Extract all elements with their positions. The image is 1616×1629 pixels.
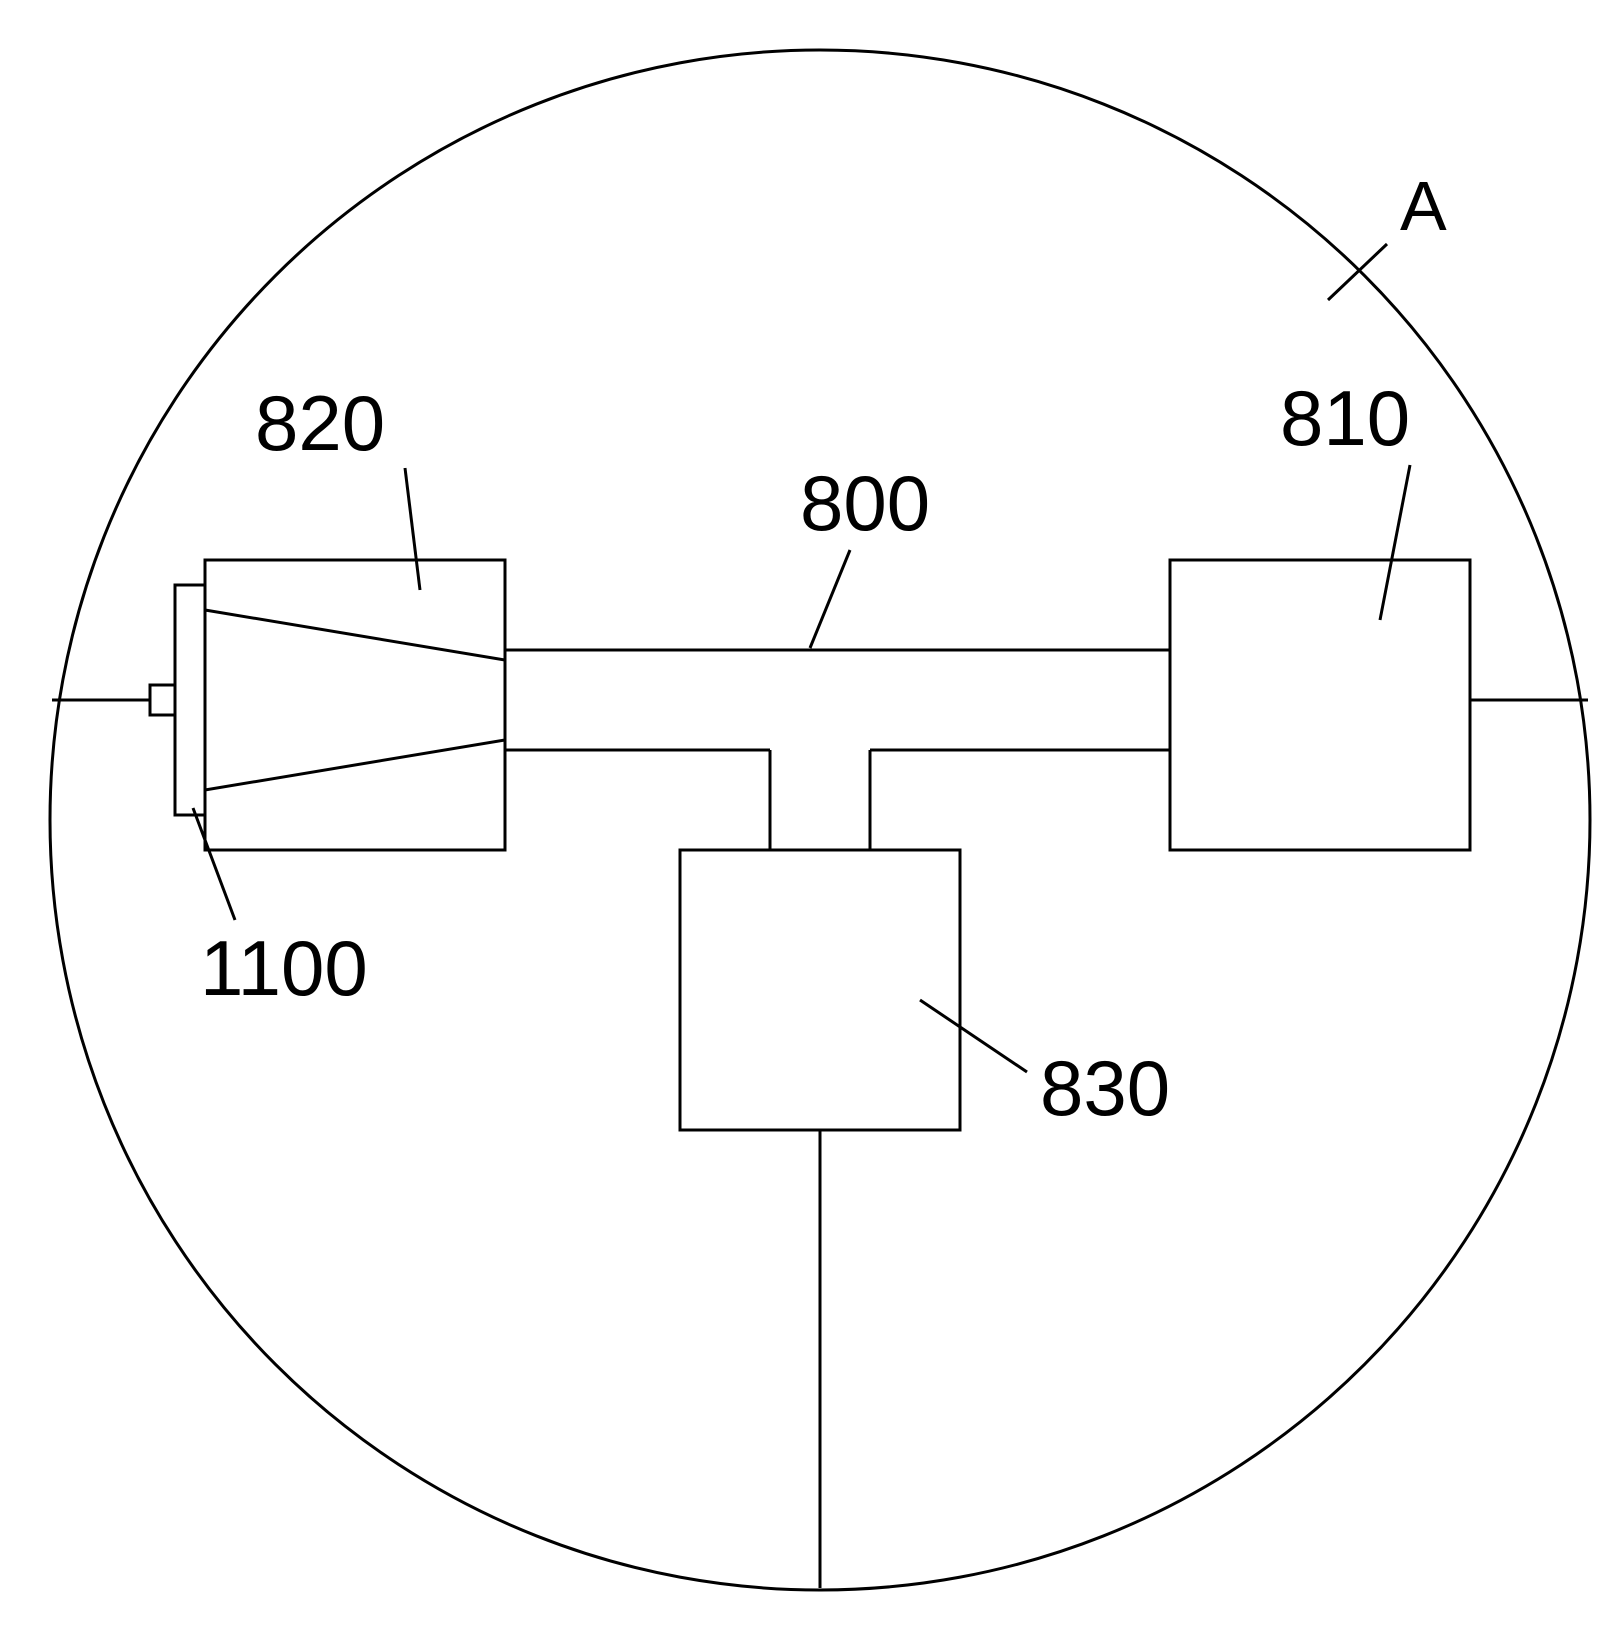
- block-810: [1170, 560, 1470, 850]
- block-820: [205, 560, 505, 850]
- label-810: 810: [1280, 374, 1410, 462]
- leader-1100: [193, 808, 235, 920]
- label-1100: 1100: [200, 924, 368, 1012]
- leader-820: [405, 468, 420, 590]
- leader-810: [1380, 465, 1410, 620]
- leader-800: [810, 550, 850, 648]
- label-A: A: [1400, 167, 1447, 245]
- trapezoid-820: [205, 610, 505, 790]
- label-830: 830: [1040, 1044, 1170, 1132]
- block-830: [680, 850, 960, 1130]
- vertical-plate-1100: [175, 585, 205, 815]
- label-800: 800: [800, 459, 930, 547]
- plate-peg: [150, 685, 175, 715]
- leader-830: [920, 1000, 1027, 1072]
- diagram-canvas: A 820 800 810 1100 830: [0, 0, 1616, 1629]
- label-820: 820: [255, 379, 385, 467]
